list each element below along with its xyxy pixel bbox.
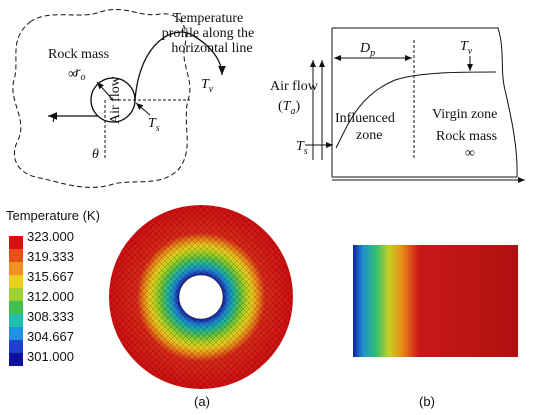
- virgin-label: Virgin zone: [432, 107, 497, 122]
- colorbar-label: 301.000: [27, 349, 74, 364]
- infinity: ∞: [68, 67, 78, 82]
- ta-label: (Ta): [278, 99, 300, 117]
- profile-note: Temperature profile along the horizontal l…: [162, 11, 255, 56]
- colorbar-label: 308.333: [27, 309, 74, 324]
- panel-b-contour: [353, 245, 518, 357]
- panel-a-contour: [109, 205, 293, 389]
- airway-hole: [178, 274, 224, 320]
- profile-field: [353, 245, 518, 357]
- caption: (a): [194, 394, 210, 409]
- influenced-label: Influenced zone: [335, 111, 395, 143]
- colorbar-label: 312.000: [27, 289, 74, 304]
- domain-box: [331, 27, 518, 178]
- dp-label: Dp: [359, 41, 375, 59]
- ts-label: Ts: [296, 139, 308, 157]
- colorbar-title: Temperature (K): [6, 208, 100, 223]
- radius-label: ro: [75, 65, 85, 83]
- panel-a-schematic: Rock mass ∞ Air flow ro r θ Ts Tv Temper…: [12, 8, 255, 188]
- ts-arrow: [135, 102, 151, 116]
- theta-label: θ: [92, 147, 99, 162]
- region-label: Rock mass: [48, 47, 109, 62]
- tv-label: Tv: [460, 39, 473, 57]
- profile-arrow: [134, 31, 226, 101]
- radius-arrow: [96, 81, 114, 101]
- colorbar-label: 315.667: [27, 269, 74, 284]
- air-flow-label: Air flow: [270, 79, 319, 94]
- rock-boundary: [12, 8, 191, 188]
- profile-curve: [335, 71, 497, 149]
- infinity: ∞: [465, 146, 475, 161]
- rock-label: Rock mass: [436, 129, 497, 144]
- colorbar-label: 319.333: [27, 249, 74, 264]
- tv-label: Tv: [201, 77, 214, 95]
- panel-b-schematic: Dp Tv Air flow (Ta) Influenced zone Virgi…: [270, 27, 525, 183]
- ts-label: Ts: [148, 116, 160, 134]
- colorbar-label: 304.667: [27, 329, 74, 344]
- r-label: r: [52, 111, 58, 126]
- air-flow-label: Air flow: [108, 75, 123, 124]
- colorbar: Temperature (K) 323.000 319.333 315.667 312…: [6, 208, 100, 366]
- caption: (b): [419, 394, 435, 409]
- colorbar-label: 323.000: [27, 229, 74, 244]
